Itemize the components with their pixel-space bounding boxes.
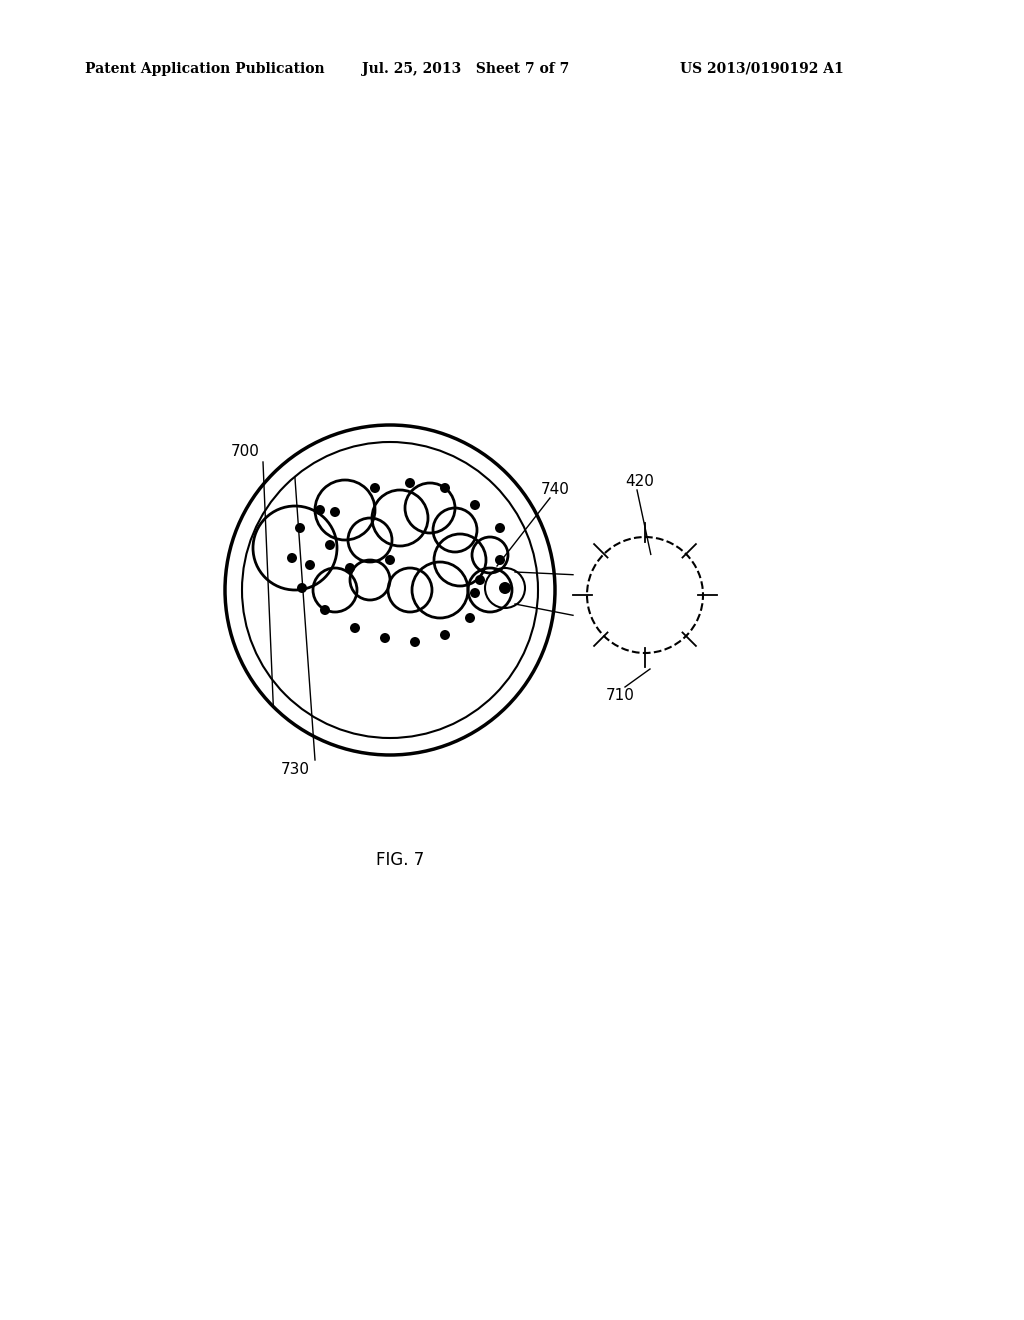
Circle shape <box>470 500 480 510</box>
Circle shape <box>315 506 325 515</box>
Text: US 2013/0190192 A1: US 2013/0190192 A1 <box>680 62 844 77</box>
Circle shape <box>440 483 450 492</box>
Text: Patent Application Publication: Patent Application Publication <box>85 62 325 77</box>
Circle shape <box>295 523 305 533</box>
Circle shape <box>385 554 395 565</box>
Circle shape <box>410 638 420 647</box>
Circle shape <box>305 560 315 570</box>
Text: 700: 700 <box>230 445 259 459</box>
Circle shape <box>345 564 355 573</box>
Circle shape <box>287 553 297 564</box>
Circle shape <box>370 483 380 492</box>
Circle shape <box>440 630 450 640</box>
Text: 740: 740 <box>541 483 569 498</box>
Circle shape <box>470 587 480 598</box>
Text: 730: 730 <box>281 763 309 777</box>
Circle shape <box>406 478 415 488</box>
Circle shape <box>380 634 390 643</box>
Circle shape <box>319 605 330 615</box>
Circle shape <box>465 612 475 623</box>
Circle shape <box>350 623 360 634</box>
Circle shape <box>297 583 307 593</box>
Text: Jul. 25, 2013   Sheet 7 of 7: Jul. 25, 2013 Sheet 7 of 7 <box>362 62 569 77</box>
Circle shape <box>325 540 335 550</box>
Circle shape <box>330 507 340 517</box>
Circle shape <box>475 576 485 585</box>
Text: FIG. 7: FIG. 7 <box>376 851 424 869</box>
Text: 710: 710 <box>605 688 635 702</box>
Circle shape <box>495 523 505 533</box>
Circle shape <box>495 554 505 565</box>
Circle shape <box>499 582 511 594</box>
Text: 420: 420 <box>626 474 654 490</box>
